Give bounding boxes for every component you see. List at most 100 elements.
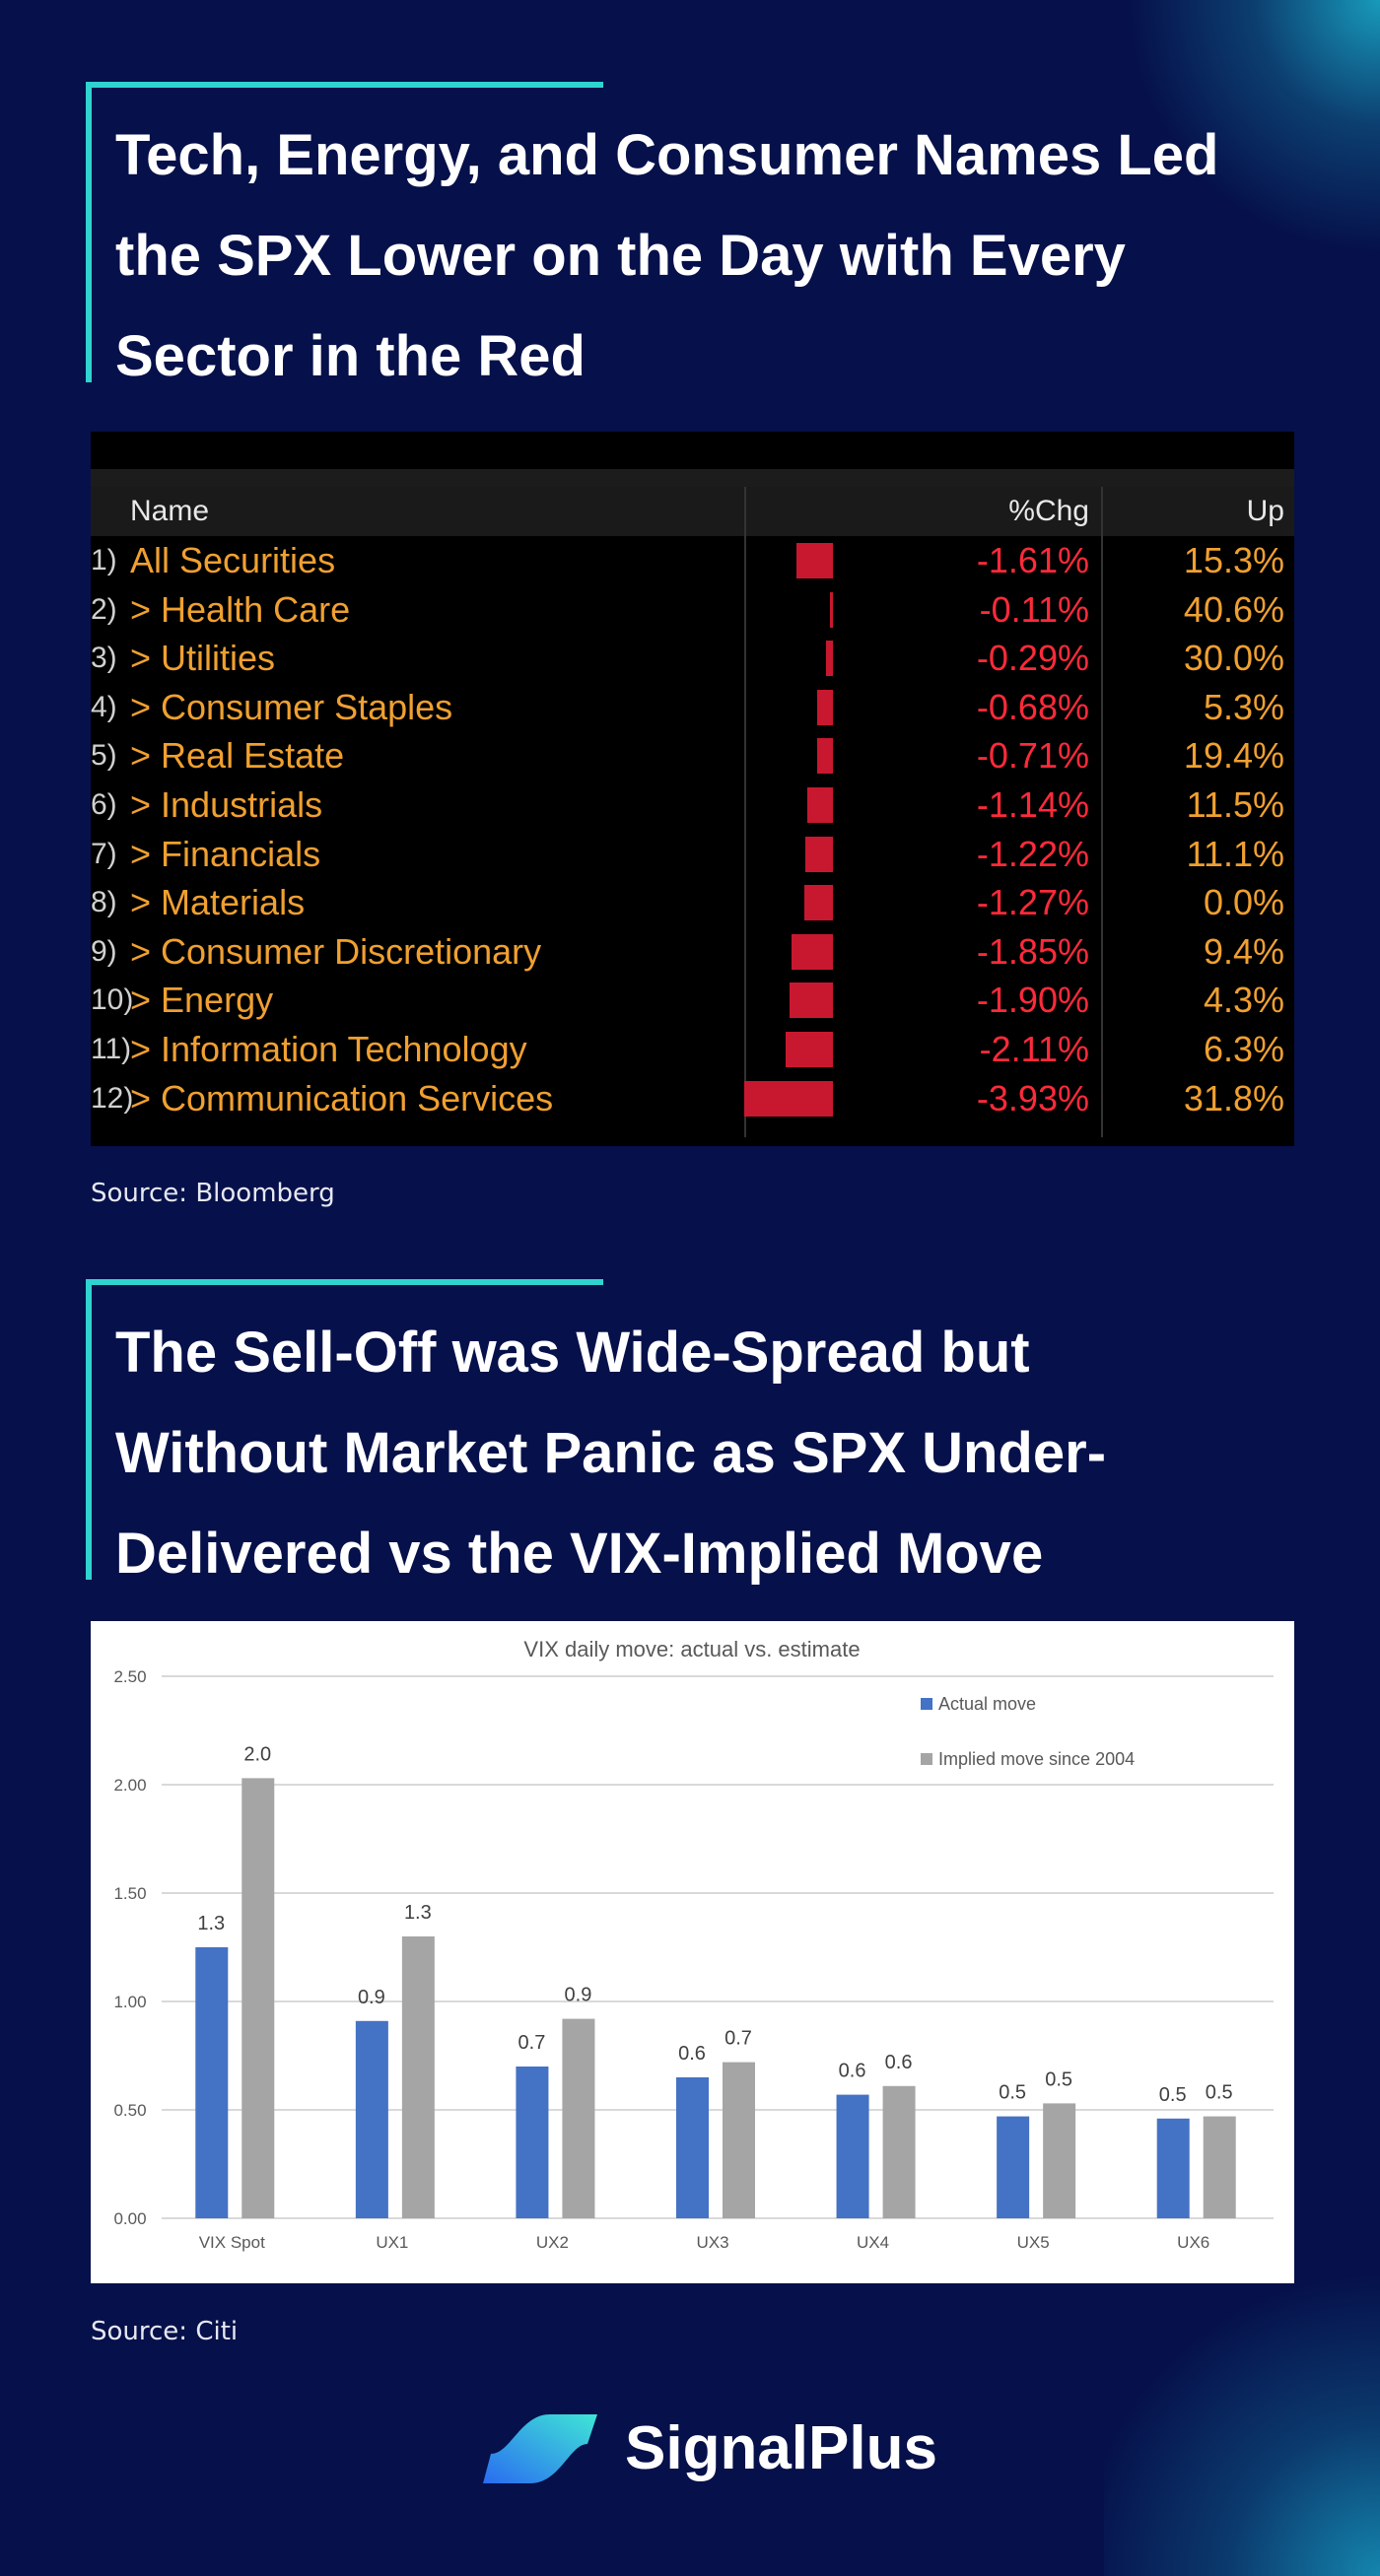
bar-actual <box>836 2094 869 2218</box>
table-row[interactable]: 5) > Real Estate -0.71% 19.4% <box>91 731 1294 780</box>
section1-title: Tech, Energy, and Consumer Names Led the … <box>86 82 1298 388</box>
table-row[interactable]: 10) > Energy -1.90% 4.3% <box>91 976 1294 1025</box>
pct-up: 6.3% <box>1203 1029 1284 1069</box>
table-row[interactable]: 7) > Financials -1.22% 11.1% <box>91 830 1294 879</box>
sector-name: All Securities <box>130 540 336 580</box>
y-tick-label: 0.00 <box>113 2209 146 2228</box>
row-number: 2) <box>91 592 117 626</box>
y-tick-label: 2.00 <box>113 1776 146 1795</box>
x-tick-label: UX1 <box>376 2233 408 2252</box>
legend-label: Actual move <box>938 1694 1036 1714</box>
bar-actual <box>516 2067 549 2218</box>
row-number: 6) <box>91 788 117 821</box>
change-bar <box>806 787 833 823</box>
row-number: 12) <box>91 1081 134 1115</box>
pct-change: -1.61% <box>976 540 1089 580</box>
corner-glow <box>1104 2241 1380 2576</box>
y-tick-label: 1.00 <box>113 1993 146 2011</box>
section2-title: The Sell-Off was Wide-Spread but Without … <box>86 1279 1298 1586</box>
change-bar <box>791 933 833 970</box>
sector-name: > Energy <box>130 980 274 1021</box>
data-label: 1.3 <box>404 1902 432 1924</box>
pct-change: -0.11% <box>979 588 1089 630</box>
bar-actual <box>997 2116 1030 2218</box>
pct-change: -0.29% <box>976 638 1089 679</box>
data-label: 0.7 <box>724 2028 752 2050</box>
table-row[interactable]: 3) > Utilities -0.29% 30.0% <box>91 634 1294 683</box>
x-tick-label: UX5 <box>1017 2233 1050 2252</box>
x-tick-label: UX6 <box>1177 2233 1209 2252</box>
bar-actual <box>1156 2118 1190 2218</box>
corner-glow <box>1124 0 1380 256</box>
data-label: 0.9 <box>358 1987 385 2008</box>
change-bar <box>796 543 833 578</box>
sector-performance-table: Name %Chg Up 1) All Securities -1.61% 15… <box>91 432 1294 1146</box>
x-tick-label: UX2 <box>536 2233 569 2252</box>
change-bar <box>785 1032 833 1067</box>
data-label: 0.5 <box>999 2082 1026 2104</box>
source-citi: Source: Citi <box>91 2317 239 2346</box>
pct-change: -3.93% <box>976 1077 1089 1119</box>
table-row[interactable]: 1) All Securities -1.61% 15.3% <box>91 536 1294 585</box>
bar-implied <box>562 2018 595 2218</box>
data-label: 0.6 <box>678 2043 706 2065</box>
sector-name: > Health Care <box>130 588 351 630</box>
pct-change: -1.27% <box>976 882 1089 923</box>
row-number: 7) <box>91 837 117 870</box>
pct-up: 19.4% <box>1183 735 1284 777</box>
legend-label: Implied move since 2004 <box>938 1749 1135 1769</box>
change-bar <box>830 591 833 628</box>
table-header: Name %Chg Up <box>91 487 1294 536</box>
y-tick-label: 0.50 <box>113 2101 146 2120</box>
x-tick-label: UX4 <box>857 2233 889 2252</box>
y-tick-label: 1.50 <box>113 1884 146 1903</box>
table-row[interactable]: 12) > Communication Services -3.93% 31.8… <box>91 1074 1294 1123</box>
pct-up: 11.1% <box>1186 833 1284 874</box>
pct-up: 30.0% <box>1183 638 1284 679</box>
table-row[interactable]: 6) > Industrials -1.14% 11.5% <box>91 780 1294 830</box>
pct-change: -0.71% <box>976 735 1089 777</box>
pct-change: -2.11% <box>979 1029 1089 1069</box>
row-number: 3) <box>91 642 117 675</box>
signalplus-logo-icon <box>483 2414 597 2483</box>
table-row[interactable]: 4) > Consumer Staples -0.68% 5.3% <box>91 683 1294 732</box>
bar-actual <box>676 2077 709 2218</box>
bar-implied <box>1203 2116 1236 2218</box>
table-row[interactable]: 8) > Materials -1.27% 0.0% <box>91 878 1294 927</box>
pct-up: 9.4% <box>1203 930 1284 972</box>
pct-up: 4.3% <box>1203 980 1284 1021</box>
sector-name: > Consumer Discretionary <box>130 930 542 972</box>
pct-change: -1.22% <box>976 833 1089 874</box>
row-number: 10) <box>91 983 134 1017</box>
pct-change: -1.90% <box>976 980 1089 1021</box>
pct-up: 0.0% <box>1203 882 1284 923</box>
data-label: 1.3 <box>197 1913 225 1934</box>
change-bar <box>826 641 833 677</box>
bar-implied <box>882 2085 916 2218</box>
pct-change: -1.85% <box>976 930 1089 972</box>
change-bar <box>744 1080 833 1117</box>
sector-name: > Utilities <box>130 638 276 679</box>
table-row[interactable]: 2) > Health Care -0.11% 40.6% <box>91 585 1294 635</box>
pct-up: 5.3% <box>1203 686 1284 727</box>
y-tick-label: 2.50 <box>113 1667 146 1686</box>
bar-implied <box>1043 2103 1076 2218</box>
pct-change: -1.14% <box>976 784 1089 825</box>
sector-name: > Materials <box>130 882 306 923</box>
row-number: 11) <box>91 1033 132 1065</box>
table-row[interactable]: 9) > Consumer Discretionary -1.85% 9.4% <box>91 927 1294 977</box>
row-number: 5) <box>91 739 117 773</box>
change-bar <box>803 885 833 921</box>
sector-name: > Consumer Staples <box>130 686 453 727</box>
sector-name: > Financials <box>130 833 321 874</box>
data-label: 0.6 <box>885 2052 913 2073</box>
table-row[interactable]: 11) > Information Technology -2.11% 6.3% <box>91 1025 1294 1074</box>
row-number: 4) <box>91 690 117 723</box>
change-bar <box>790 983 833 1019</box>
sector-name: > Industrials <box>130 784 323 825</box>
data-label: 0.5 <box>1045 2068 1072 2090</box>
data-label: 0.6 <box>839 2061 866 2082</box>
legend-swatch <box>921 1698 932 1710</box>
change-bar <box>816 738 833 775</box>
pct-up: 11.5% <box>1186 784 1284 825</box>
